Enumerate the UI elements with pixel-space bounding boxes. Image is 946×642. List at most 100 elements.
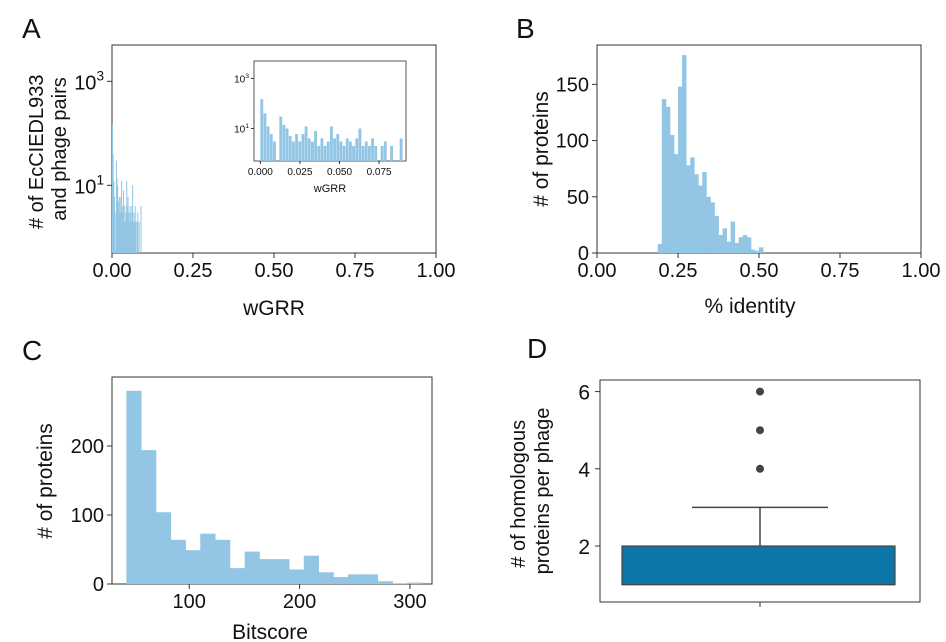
panel-b-x-tick-label: 0.50 bbox=[740, 260, 779, 282]
panel-a-inset-x-tick-label: 0.025 bbox=[287, 167, 312, 178]
panel-a-inset-bar bbox=[330, 126, 333, 161]
panel-a-bar bbox=[121, 206, 123, 253]
panel-c-bar bbox=[170, 539, 186, 584]
panel-a-inset: 0.000 0.025 0.050 0.075 103 101 wGRR bbox=[234, 60, 407, 195]
panel-c-bar bbox=[185, 550, 201, 584]
panel-a-bar bbox=[126, 206, 128, 253]
panel-a-bar bbox=[122, 212, 124, 253]
panel-a-y-axis-label: # of EcCIEDL933 and phage pairs bbox=[26, 69, 71, 229]
panel-c-y-tick-label: 0 bbox=[93, 574, 104, 596]
panel-a-inset-bar bbox=[292, 141, 295, 161]
panel-a-bar bbox=[127, 196, 129, 253]
panel-a-bar bbox=[128, 212, 130, 253]
panel-a-bar bbox=[113, 181, 115, 253]
panel-a-inset-bar bbox=[361, 145, 365, 161]
panel-a-bar bbox=[117, 201, 119, 253]
panel-a-bar bbox=[124, 221, 126, 253]
panel-c-x-tick-label: 200 bbox=[283, 591, 316, 613]
panel-a-inset-bar bbox=[285, 128, 289, 161]
panel-c-bar bbox=[407, 582, 423, 584]
panel-a-bar bbox=[114, 212, 116, 253]
panel-b-y-tick-label: 100 bbox=[556, 131, 589, 153]
panel-c-bar bbox=[259, 559, 275, 584]
panel-a-x-tick-label: 0.25 bbox=[174, 260, 213, 282]
panel-b-x-tick-label: 0.00 bbox=[578, 260, 617, 282]
panel-b-bar bbox=[718, 235, 723, 253]
panel-d-y-axis-label-line-1: # of homologous bbox=[508, 420, 530, 568]
panel-c-bar bbox=[303, 555, 319, 584]
panel-b-y-tick-label: 50 bbox=[567, 187, 589, 209]
panel-d-y-axis-label: # of homologous proteins per phage bbox=[508, 408, 554, 575]
panel-a-bar bbox=[134, 206, 136, 253]
panel-d-box bbox=[621, 545, 896, 586]
panel-letter-c: C bbox=[22, 335, 42, 366]
panel-a-x-ticks: 0.00 0.25 0.50 0.75 1.00 bbox=[93, 253, 455, 282]
panel-a-bar bbox=[130, 212, 132, 253]
panel-c-bar bbox=[288, 569, 305, 584]
panel-a-inset-bar bbox=[342, 145, 346, 161]
panel-d-outlier bbox=[756, 426, 764, 435]
panel-a-inset-bar bbox=[282, 124, 286, 161]
panel-b-bar bbox=[750, 249, 756, 253]
panel-a-inset-bar bbox=[266, 126, 270, 161]
panel-b-plot-frame bbox=[596, 44, 922, 254]
panel-b-y-axis-label: # of proteins bbox=[530, 91, 553, 207]
panel-a-x-tick-label: 0.50 bbox=[255, 260, 294, 282]
panel-d-y-tick-label: 6 bbox=[578, 382, 590, 405]
panel-a-bar bbox=[134, 221, 136, 253]
panel-b-bar bbox=[665, 106, 671, 254]
panel-a-bar bbox=[140, 206, 142, 253]
panel-letter-d: D bbox=[527, 333, 547, 364]
panel-a-inset-x-ticks: 0.000 0.025 0.050 0.075 bbox=[248, 161, 392, 178]
panel-c-y-ticks: 0 100 200 bbox=[71, 436, 112, 596]
panel-b-bars bbox=[657, 55, 764, 254]
panel-a-inset-bar bbox=[263, 113, 267, 161]
panel-a-inset-bar bbox=[311, 141, 314, 161]
panel-b-y-ticks: 0 50 100 150 bbox=[556, 74, 597, 265]
panel-a-inset-bar bbox=[368, 145, 371, 161]
panel-b-bar bbox=[690, 157, 695, 253]
panel-b-y-tick-label: 0 bbox=[578, 243, 589, 265]
panel-a-inset-bar bbox=[269, 134, 273, 161]
panel-a-inset-bar bbox=[260, 99, 264, 161]
panel-a-bar bbox=[117, 185, 119, 253]
panel-b-x-tick-label: 0.75 bbox=[821, 260, 860, 282]
panel-c-bar bbox=[126, 390, 142, 584]
panel-a-inset-bar bbox=[339, 141, 343, 161]
panel-a-inset-bar bbox=[279, 116, 283, 161]
panel-a-bar bbox=[129, 206, 131, 253]
panel-a-inset-bar bbox=[295, 134, 299, 161]
panel-a-bar bbox=[116, 177, 118, 253]
panel-b-bar bbox=[734, 242, 740, 253]
panel-b-bar bbox=[686, 165, 691, 253]
panel-a-bar bbox=[132, 221, 134, 253]
panel-a-inset-bar bbox=[307, 138, 311, 161]
panel-b-bar bbox=[706, 196, 711, 253]
panel-a-inset-x-axis-label: wGRR bbox=[313, 183, 346, 195]
panel-a-bar bbox=[128, 221, 130, 253]
panel-a-inset-x-tick-label: 0.075 bbox=[367, 167, 392, 178]
panel-b-bar bbox=[657, 244, 663, 253]
panel-c-y-tick-label: 200 bbox=[71, 436, 104, 458]
panel-a-x-tick-label: 0.00 bbox=[93, 260, 132, 282]
panel-a-bar bbox=[112, 124, 113, 253]
panel-a-inset-bar bbox=[390, 145, 394, 161]
panel-a-y-ticks: 103 101 bbox=[74, 68, 112, 198]
panel-a-bar bbox=[133, 212, 135, 253]
panel-a-bar bbox=[126, 181, 128, 253]
panel-d-y-ticks: 2 4 6 bbox=[578, 382, 600, 559]
panel-c-bar bbox=[141, 450, 157, 584]
panel-a-inset-bar bbox=[336, 134, 340, 161]
panel-a-inset-bar bbox=[273, 141, 276, 161]
panel-b-bar bbox=[726, 241, 732, 253]
panel-b-bar bbox=[661, 98, 667, 254]
panel-c-x-tick-label: 300 bbox=[393, 591, 426, 613]
panel-c: C 100 200 300 0 100 200 Bitscore # of protei… bbox=[22, 335, 433, 642]
panel-b-bar bbox=[759, 247, 764, 253]
panel-b-x-tick-label: 1.00 bbox=[902, 260, 941, 282]
panel-a-y-tick-label: 103 bbox=[74, 68, 104, 94]
panel-a-bar bbox=[135, 221, 137, 253]
panel-c-bar bbox=[333, 577, 349, 584]
panel-a-inset-bar bbox=[364, 141, 368, 161]
